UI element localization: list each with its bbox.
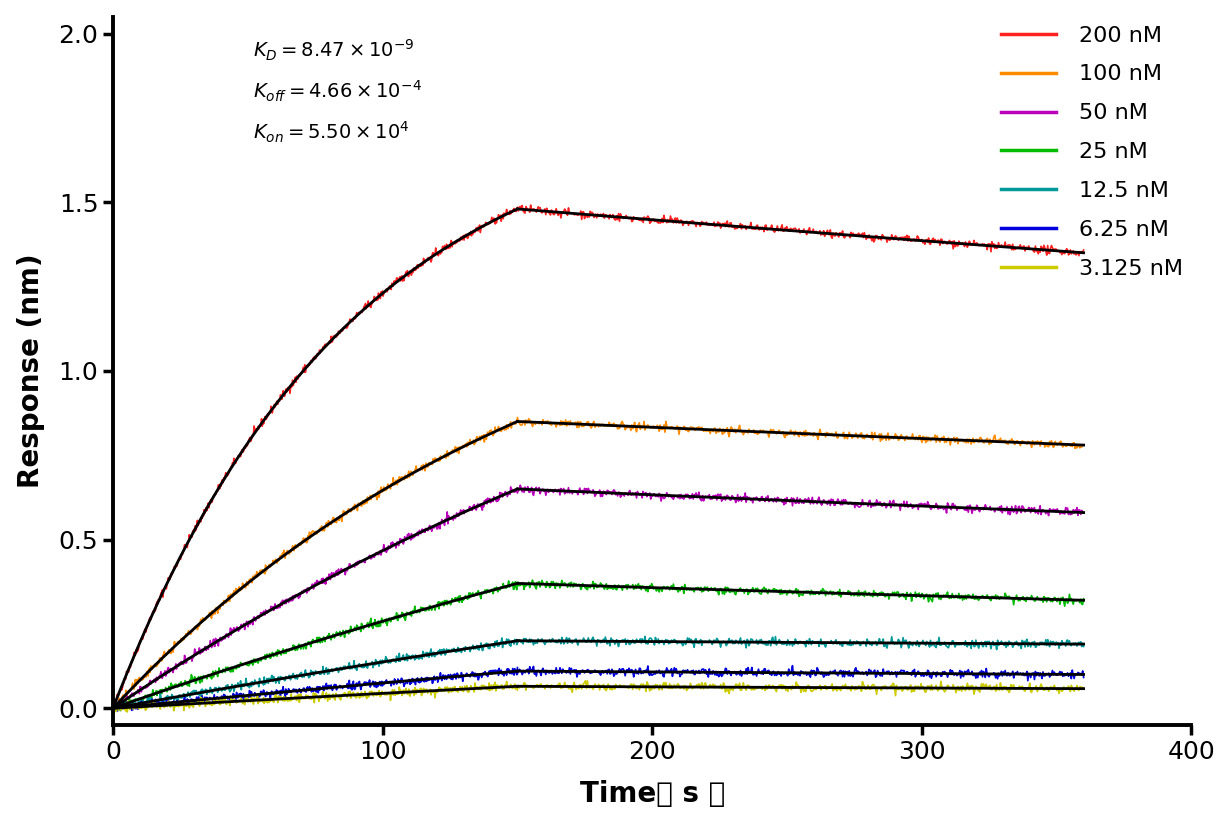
Y-axis label: Response (nm): Response (nm) bbox=[17, 253, 44, 488]
X-axis label: Time（ s ）: Time（ s ） bbox=[579, 780, 724, 808]
Legend: 200 nM, 100 nM, 50 nM, 25 nM, 12.5 nM, 6.25 nM, 3.125 nM: 200 nM, 100 nM, 50 nM, 25 nM, 12.5 nM, 6… bbox=[992, 16, 1191, 288]
Text: $K_D=8.47\times10^{-9}$
$K_{off}=4.66\times10^{-4}$
$K_{on}=5.50\times10^{4}$: $K_D=8.47\times10^{-9}$ $K_{off}=4.66\ti… bbox=[254, 38, 423, 145]
